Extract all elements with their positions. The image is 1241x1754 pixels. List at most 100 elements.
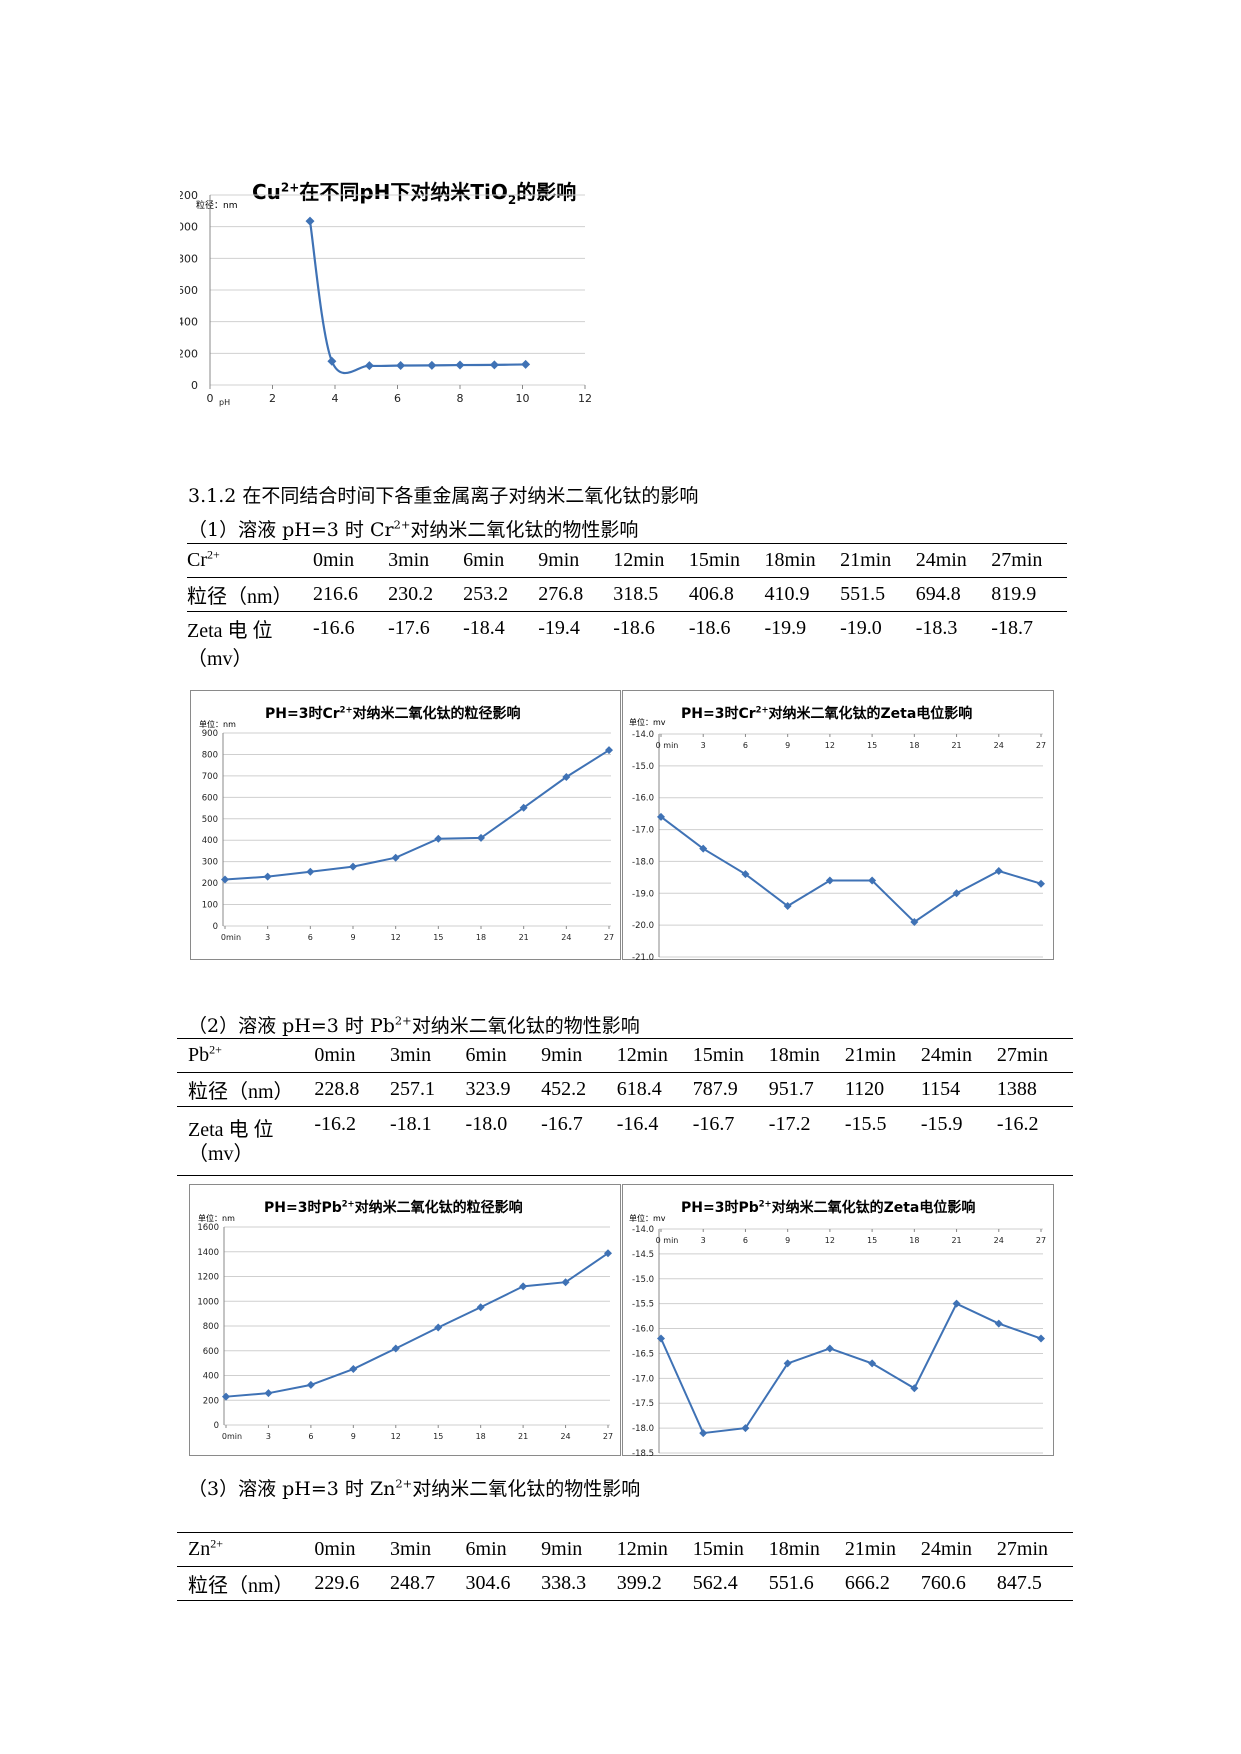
table-cell: 338.3 xyxy=(541,1566,617,1601)
series-line xyxy=(225,1252,609,1398)
pb-size-chart: PH=3时Pb2+对纳米二氧化钛的粒径影响 单位：nm 0 200 400 600 80… xyxy=(189,1184,621,1456)
table-cell: 304.6 xyxy=(465,1566,542,1601)
x-tick-label: 21 xyxy=(518,1432,528,1441)
table-cell: -16.4 xyxy=(616,1106,693,1176)
data-point xyxy=(391,1344,400,1353)
data-point xyxy=(221,875,229,884)
y-tick-label: 200 xyxy=(180,347,198,360)
data-point xyxy=(994,866,1003,875)
cr-size-plot: 0 100 200 300 400 500 600 700 800 900 0min 3 6 9 12 15 1… xyxy=(202,729,614,942)
data-point xyxy=(263,872,272,881)
x-tick-label: 27 xyxy=(603,1432,613,1441)
table-header: 12min xyxy=(616,1038,693,1073)
y-unit-label: 单位：mv xyxy=(629,1214,666,1223)
table-cell: 551.6 xyxy=(768,1566,845,1601)
table-cell: -19.9 xyxy=(764,617,807,639)
table-cell: 253.2 xyxy=(463,577,539,612)
data-point xyxy=(825,1344,834,1353)
table-cell: -16.7 xyxy=(541,1106,617,1176)
x-tick-label: 12 xyxy=(825,741,835,750)
y-tick-label: 1000 xyxy=(197,1297,219,1307)
table-cell: 216.6 xyxy=(313,577,389,612)
table-header: 6min xyxy=(465,1532,542,1567)
x-tick-label: 15 xyxy=(433,933,443,942)
y-unit-label: 单位：nm xyxy=(198,1214,235,1223)
table-cell: -18.6 xyxy=(613,617,655,639)
zn-table: Zn2+ 0min 3min 6min 9min 12min 15min 18m… xyxy=(177,1532,1073,1601)
data-point xyxy=(825,876,834,885)
table-header-row: Cr2+ 0min 3min 6min 9min 12min 15min 18m… xyxy=(187,543,1067,578)
y-tick-label: 400 xyxy=(203,1372,219,1382)
table-cell: -17.6 xyxy=(388,617,430,639)
y-tick-label: -15.5 xyxy=(632,1300,654,1310)
x-tick-label: 9 xyxy=(785,741,790,750)
table-header: 27min xyxy=(991,543,1067,578)
x-tick-label: 18 xyxy=(909,1236,919,1245)
x-tick-label: 6 xyxy=(743,1236,748,1245)
data-point xyxy=(1037,879,1045,888)
table-header-row: Zn2+ 0min 3min 6min 9min 12min 15min 18m… xyxy=(177,1532,1073,1567)
series-line xyxy=(660,1302,1042,1435)
y-tick-label: -16.5 xyxy=(632,1349,654,1359)
y-tick-label: -19.0 xyxy=(632,889,654,899)
data-point xyxy=(489,360,499,370)
data-point xyxy=(434,1323,443,1332)
y-tick-label: 800 xyxy=(202,750,218,760)
data-point xyxy=(741,1424,750,1433)
y-tick-label: -16.0 xyxy=(632,1325,654,1335)
x-tick-label: 9 xyxy=(351,1432,356,1441)
table-row: Zeta 电 位 （mv） -16.6 -17.6 -18.4 -19.4 -1… xyxy=(187,612,1067,670)
x-tick-label: 0 xyxy=(207,392,214,405)
data-point xyxy=(519,1282,528,1291)
x-tick-label: 12 xyxy=(825,1236,835,1245)
x-tick-label: 24 xyxy=(560,1432,570,1441)
table-cell: 551.5 xyxy=(840,577,916,612)
row-label: 粒径（nm） xyxy=(177,1566,315,1601)
y-tick-label: 400 xyxy=(202,836,218,846)
x-tick-label: 21 xyxy=(519,933,529,942)
table-header: 21min xyxy=(840,543,916,578)
cu-ph-chart: Cu2+在不同pH下对纳米TiO2的影响 粒径：nm 0 200 400 600 800… xyxy=(180,168,680,468)
x-tick-label: 3 xyxy=(701,1236,706,1245)
table-header: 9min xyxy=(541,1038,617,1073)
data-point xyxy=(476,1303,485,1312)
chart-title: Cu2+在不同pH下对纳米TiO2的影响 xyxy=(252,180,577,207)
series-line xyxy=(308,220,526,375)
x-tick-label: 27 xyxy=(604,933,614,942)
y-tick-label: -21.0 xyxy=(632,953,654,961)
data-point xyxy=(306,1380,315,1389)
y-tick-label: -17.0 xyxy=(632,1374,654,1384)
table-cell: -15.5 xyxy=(844,1106,921,1176)
table-header: 21min xyxy=(844,1532,921,1567)
y-tick-label: 600 xyxy=(202,793,218,803)
x-unit-label: pH xyxy=(219,398,230,407)
table-header: 18min xyxy=(768,1038,845,1073)
table-cell: -18.4 xyxy=(463,617,505,639)
x-tick-label: 27 xyxy=(1036,1236,1046,1245)
table-cell: 323.9 xyxy=(465,1072,542,1107)
chart-title: PH=3时Pb2+对纳米二氧化钛的粒径影响 xyxy=(264,1198,523,1216)
data-point xyxy=(327,356,337,366)
x-tick-label: 0 min xyxy=(656,741,679,750)
zn-caption: （3）溶液 pH=3 时 Zn2+对纳米二氧化钛的物性影响 xyxy=(188,1476,641,1500)
ion-cell: Pb2+ xyxy=(177,1038,315,1073)
data-point xyxy=(455,360,465,370)
table-cell: 410.9 xyxy=(764,577,841,612)
x-tick-label: 18 xyxy=(909,741,919,750)
table-cell: 230.2 xyxy=(388,577,464,612)
table-header: 15min xyxy=(692,1532,769,1567)
y-unit-label: 粒径：nm xyxy=(196,201,238,211)
y-tick-label: -18.5 xyxy=(632,1449,654,1457)
table-cell: 318.5 xyxy=(613,577,689,612)
x-tick-label: 15 xyxy=(867,1236,877,1245)
row-label: 粒径（nm） xyxy=(187,577,313,612)
y-tick-label: 300 xyxy=(202,858,218,868)
y-tick-label: -17.5 xyxy=(632,1399,654,1409)
y-tick-label: 100 xyxy=(202,901,218,911)
y-tick-label: 200 xyxy=(202,879,218,889)
x-tick-label: 12 xyxy=(391,933,401,942)
y-unit-label: 单位：nm xyxy=(199,720,236,729)
cr-caption: （1）溶液 pH=3 时 Cr2+对纳米二氧化钛的物性影响 xyxy=(188,517,639,541)
x-tick-label: 0min xyxy=(222,1432,242,1441)
x-tick-label: 8 xyxy=(457,392,464,405)
